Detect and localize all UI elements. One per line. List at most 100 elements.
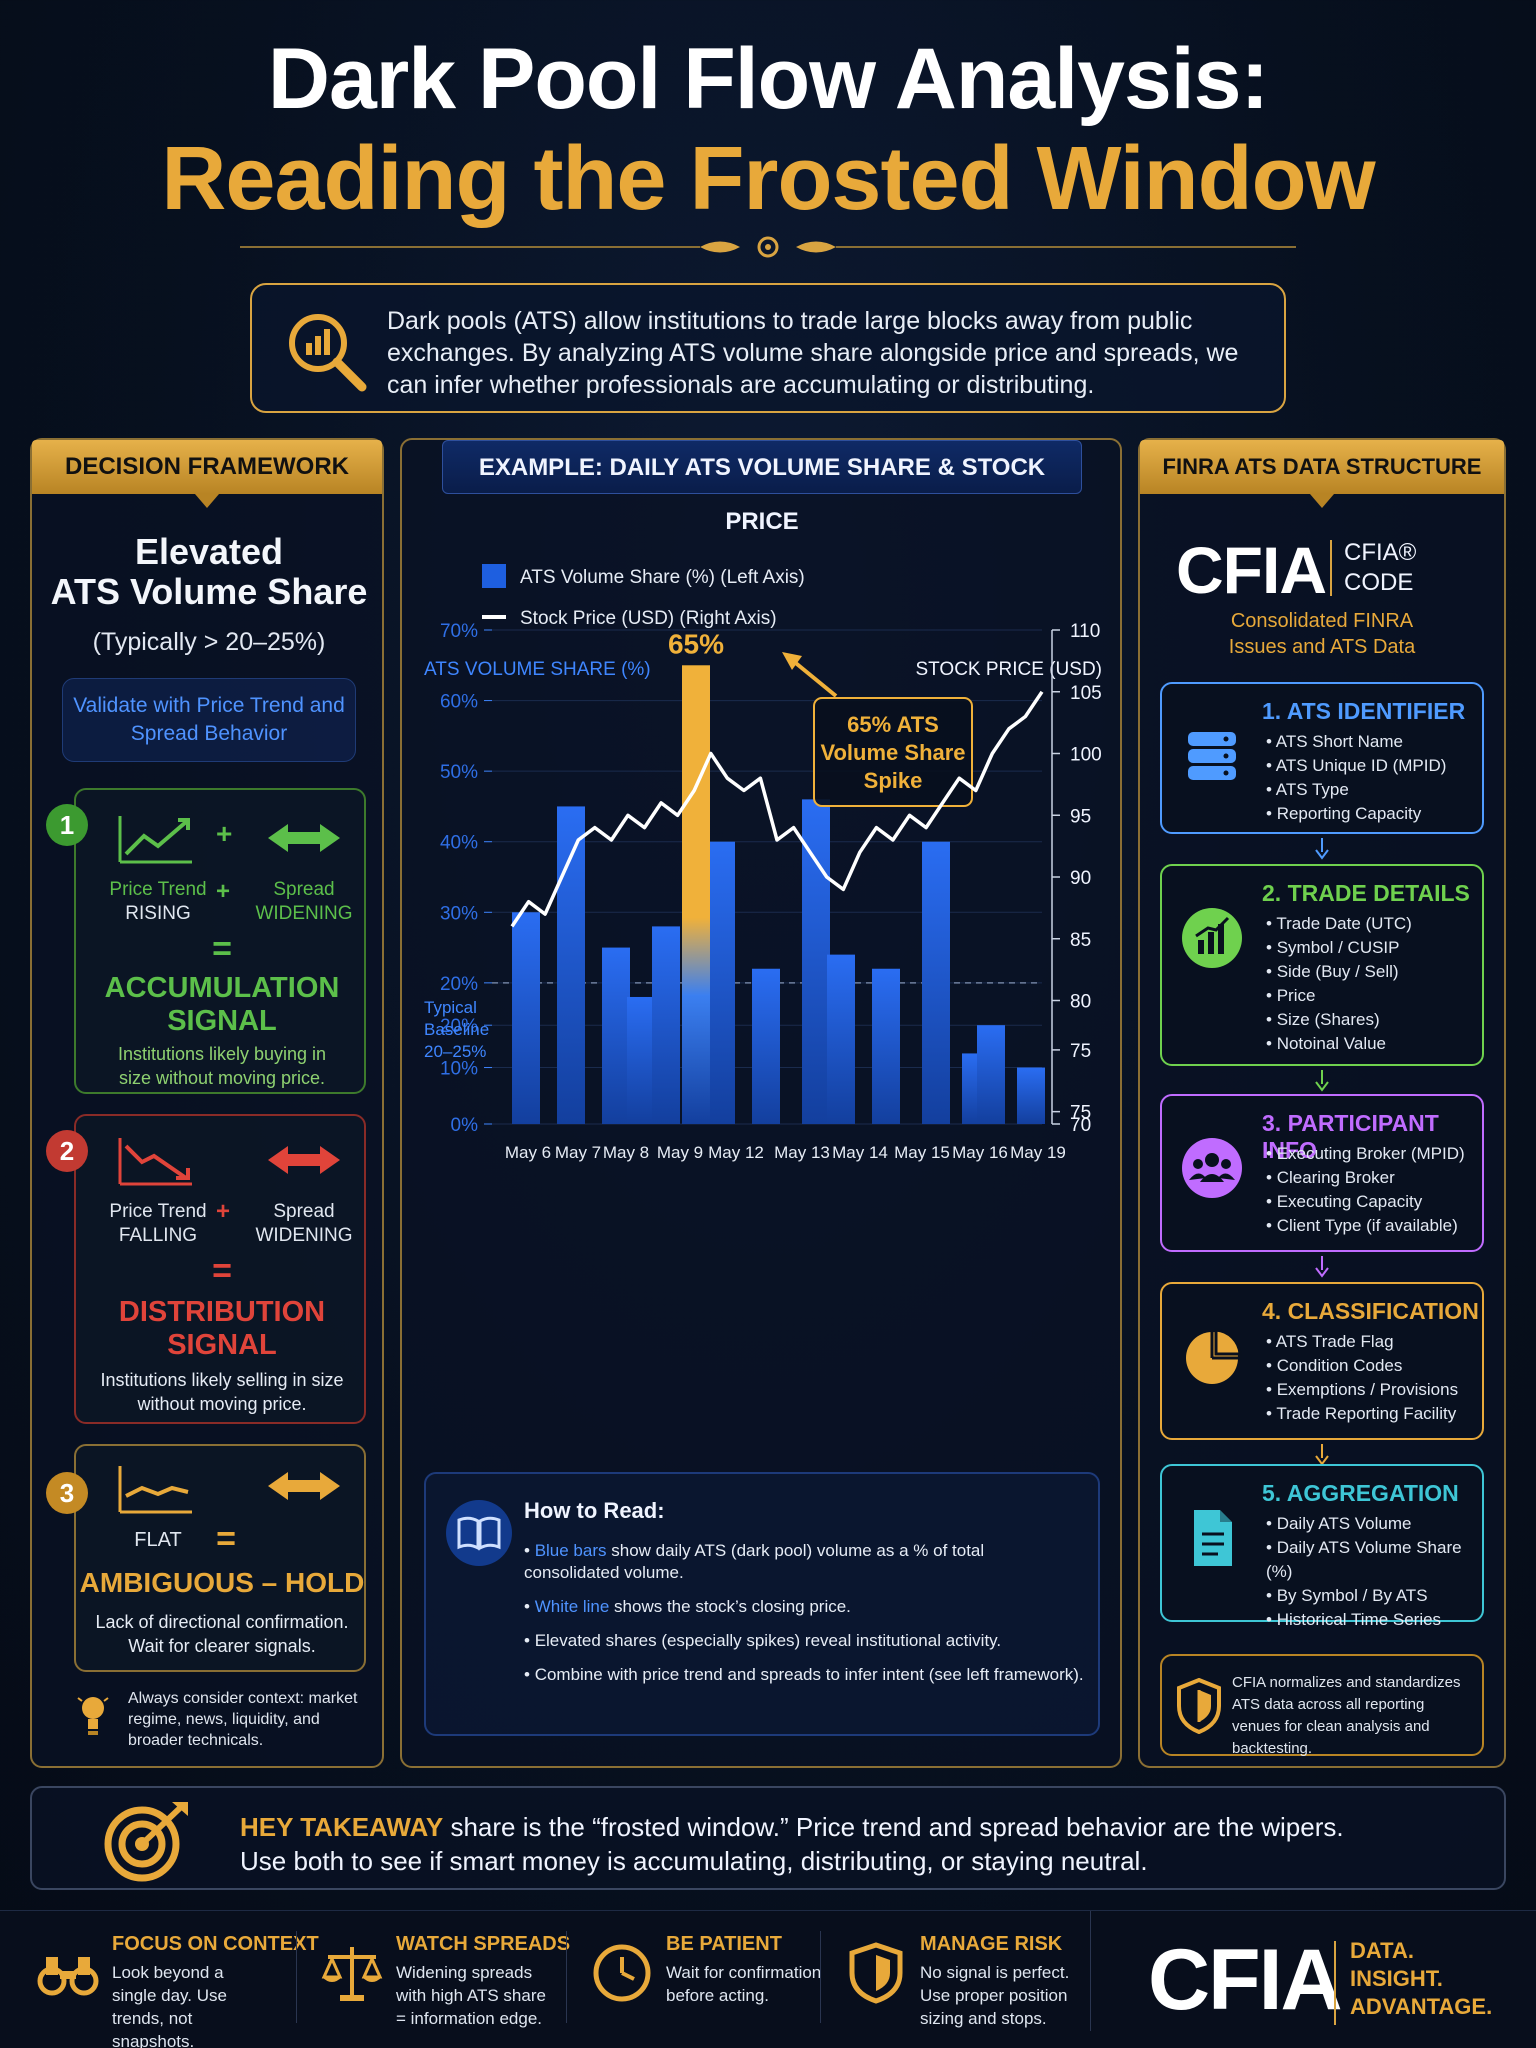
spread-value: WIDENING <box>255 903 353 924</box>
left-tick-label: 70% <box>440 621 478 642</box>
price-trend-falling: Price Trend FALLING <box>96 1200 220 1248</box>
step-card: 4. CLASSIFICATION ATS Trade FlagCondition… <box>1160 1282 1484 1440</box>
result-line2: SIGNAL <box>167 1005 277 1037</box>
step-item: Executing Broker (MPID) <box>1266 1142 1480 1166</box>
lightbulb-icon <box>77 1697 109 1735</box>
chart-panel-heading: EXAMPLE: DAILY ATS VOLUME SHARE & STOCK … <box>442 440 1082 535</box>
step-title: 5. AGGREGATION <box>1262 1480 1459 1506</box>
step-item: ATS Short Name <box>1266 730 1480 754</box>
ats-bar <box>872 968 900 1124</box>
page-title-line2: Reading the Frosted Window <box>161 129 1375 229</box>
equals-sign: = <box>212 930 232 968</box>
x-tick-label: May 16 <box>952 1143 1008 1162</box>
flat-label: FLAT <box>134 1529 182 1551</box>
people-icon <box>1182 1138 1242 1198</box>
how-text: shows the stock’s closing price. <box>609 1597 851 1616</box>
result-line2: SIGNAL <box>167 1329 277 1361</box>
step-item: ATS Type <box>1266 778 1480 802</box>
cfia-code: CFIA® CODE <box>1344 538 1416 598</box>
spread-label: Spread <box>273 879 335 900</box>
y-axis-left-title: ATS VOLUME SHARE (%) <box>424 659 651 680</box>
takeaway-line2: Use both to see if smart money is accumu… <box>240 1846 1148 1876</box>
right-tick-label: 90 <box>1070 868 1091 889</box>
step-item: Reporting Capacity <box>1266 802 1480 826</box>
x-tick-label: May 15 <box>894 1143 950 1162</box>
distribution-note: Institutions likely selling in size with… <box>100 1370 344 1414</box>
right-tick-label: 75 <box>1070 1103 1091 1124</box>
tip-text: Wait for confirmation before acting. <box>666 1963 822 2005</box>
step-card: 5. AGGREGATION Daily ATS VolumeDaily ATS … <box>1160 1464 1484 1629</box>
elevated-ats-heading: Elevated ATS Volume Share <box>32 532 386 612</box>
tip-text: Look beyond a single day. Use trends, no… <box>112 1963 227 2048</box>
tag3: ADVANTAGE. <box>1350 1994 1493 2019</box>
shield-icon <box>849 1942 903 2004</box>
elevated-line1: Elevated <box>134 531 284 572</box>
step-item: Side (Buy / Sell) <box>1266 960 1480 984</box>
trend-label: Price Trend <box>109 1201 207 1222</box>
tip-divider <box>820 1931 821 2023</box>
equals-sign: = <box>212 1252 232 1290</box>
ats-bar <box>627 996 655 1124</box>
brand-divider <box>1334 1941 1336 2025</box>
tip-title: BE PATIENT <box>666 1933 782 1955</box>
how-text: Elevated shares (especially spikes) reve… <box>534 1631 1002 1650</box>
step-item: ATS Unique ID (MPID) <box>1266 754 1480 778</box>
spike-value-label: 65% <box>668 628 724 659</box>
step-card: 1. ATS IDENTIFIER ATS Short NameATS Uniqu… <box>1160 682 1484 834</box>
step-item: Client Type (if available) <box>1266 1214 1480 1238</box>
down-arrow-icon <box>1315 1444 1329 1466</box>
right-tick-label: 100 <box>1070 745 1102 766</box>
right-tick-label: 75 <box>1070 1041 1091 1062</box>
how-item: • Blue bars show daily ATS (dark pool) v… <box>524 1541 985 1582</box>
ats-bar <box>1017 1067 1045 1124</box>
x-tick-label: May 8 <box>603 1143 649 1162</box>
step-item: Historical Time Series <box>1266 1608 1480 1632</box>
x-tick-label: May 13 <box>774 1143 830 1162</box>
tip-title: WATCH SPREADS <box>396 1933 571 1955</box>
cfia-logo: CFIA <box>1176 533 1327 607</box>
step-item: Size (Shares) <box>1266 1008 1480 1032</box>
how-to-read-list: • Blue bars show daily ATS (dark pool) v… <box>524 1540 1084 1686</box>
step-items: ATS Short NameATS Unique ID (MPID)ATS Ty… <box>1266 730 1480 826</box>
left-tick-label: 40% <box>440 833 478 854</box>
x-tick-label: May 7 <box>555 1143 601 1162</box>
step-item: By Symbol / By ATS <box>1266 1584 1480 1608</box>
trend-value: FALLING <box>118 1225 198 1246</box>
elevated-line2: ATS Volume Share <box>50 571 368 612</box>
plus-sign: + <box>216 1198 231 1225</box>
ambiguous-signal-card: FLAT = AMBIGUOUS – HOLD Lack of directio… <box>74 1444 366 1672</box>
price-trend-rising: Price Trend RISING <box>96 878 220 926</box>
takeaway-label: HEY TAKEAWAY <box>240 1812 444 1842</box>
step-card: 2. TRADE DETAILS Trade Date (UTC)Symbol /… <box>1160 864 1484 1066</box>
left-tick-label: 20% <box>440 1016 478 1037</box>
annotation-text: Spike <box>864 768 923 793</box>
document-icon <box>1194 1510 1232 1566</box>
right-tick-label: 110 <box>1070 621 1100 642</box>
result-line1: DISTRIBUTION <box>118 1296 326 1328</box>
distribution-signal-card: Price Trend FALLING + Spread WIDENING = … <box>74 1114 366 1424</box>
page-title-line1: Dark Pool Flow Analysis: <box>267 31 1269 127</box>
step-item: Exemptions / Provisions <box>1266 1378 1480 1402</box>
price-line <box>510 690 1044 928</box>
context-note: Always consider context: market regime, … <box>128 1690 358 1749</box>
step-items: Daily ATS VolumeDaily ATS Volume Share (… <box>1266 1512 1480 1632</box>
step-item: Executing Capacity <box>1266 1190 1480 1214</box>
accumulation-result: ACCUMULATION SIGNAL <box>76 972 368 1038</box>
x-tick-label: May 19 <box>1010 1143 1066 1162</box>
step-item: Trade Reporting Facility <box>1266 1402 1480 1426</box>
legend-bar-swatch <box>482 564 506 588</box>
intro-text: Dark pools (ATS) allow institutions to t… <box>387 307 1239 399</box>
ats-bar <box>977 1025 1005 1124</box>
step-item: Condition Codes <box>1266 1354 1480 1378</box>
logo-divider <box>1330 540 1332 596</box>
x-tick-label: May 12 <box>708 1143 764 1162</box>
finra-structure-panel: FINRA ATS DATA STRUCTURE CFIA CFIA® CODE… <box>1138 438 1506 1768</box>
legend-bar-label: ATS Volume Share (%) (Left Axis) <box>520 567 805 588</box>
tip-title: FOCUS ON CONTEXT <box>112 1933 319 1955</box>
ats-bar <box>707 841 735 1124</box>
down-arrow-icon <box>1315 1070 1329 1092</box>
validate-box: Validate with Price Trend and Spread Beh… <box>62 678 356 762</box>
tag1: DATA. <box>1350 1938 1414 1963</box>
annotation-text: 65% ATS <box>847 712 939 737</box>
magnifier-chart-icon <box>289 314 367 392</box>
